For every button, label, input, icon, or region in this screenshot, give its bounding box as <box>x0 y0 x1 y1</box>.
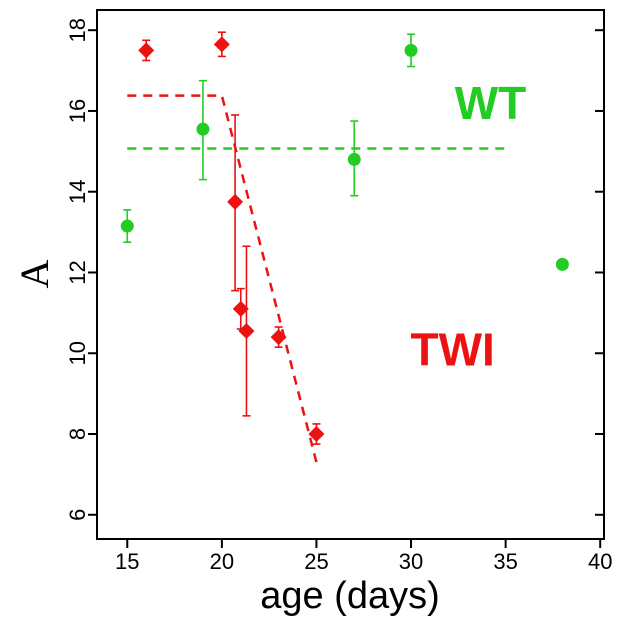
data-point-wt <box>404 43 418 57</box>
data-point-twi <box>238 323 255 340</box>
plot-frame <box>96 9 605 540</box>
x-tick-label: 20 <box>210 549 234 574</box>
y-tick-label: 10 <box>65 341 90 365</box>
x-tick-label: 30 <box>399 549 423 574</box>
data-point-wt <box>196 122 210 136</box>
data-point-wt <box>555 257 569 271</box>
data-point-twi <box>213 36 230 53</box>
data-point-twi <box>308 426 325 443</box>
y-tick-label: 18 <box>65 18 90 42</box>
data-point-twi <box>227 193 244 210</box>
axis-ticks: 15 20 25 30 35 40 6 8 10 12 14 16 18 <box>65 18 613 574</box>
data-point-twi <box>138 42 155 59</box>
series-label-wt: WT <box>455 77 527 129</box>
series-labels: WT TWI <box>411 77 527 375</box>
x-tick-label: 40 <box>588 549 612 574</box>
data-markers <box>120 36 569 443</box>
fit-lines <box>127 94 506 463</box>
x-tick-label: 15 <box>115 549 139 574</box>
series-label-twi: TWI <box>411 323 495 375</box>
x-tick-label: 35 <box>493 549 517 574</box>
fit-line-twi <box>127 94 318 463</box>
data-point-wt <box>347 152 361 166</box>
data-point-twi <box>270 329 287 346</box>
y-tick-label: 14 <box>65 179 90 203</box>
y-tick-label: 12 <box>65 260 90 284</box>
data-point-twi <box>232 300 249 317</box>
y-tick-label: 6 <box>65 509 90 521</box>
y-tick-label: 8 <box>65 428 90 440</box>
y-tick-label: 16 <box>65 99 90 123</box>
y-axis-title: A <box>12 259 57 288</box>
error-bars <box>123 31 416 445</box>
x-axis-title: age (days) <box>260 575 440 617</box>
data-point-wt <box>120 219 134 233</box>
x-tick-label: 25 <box>304 549 328 574</box>
